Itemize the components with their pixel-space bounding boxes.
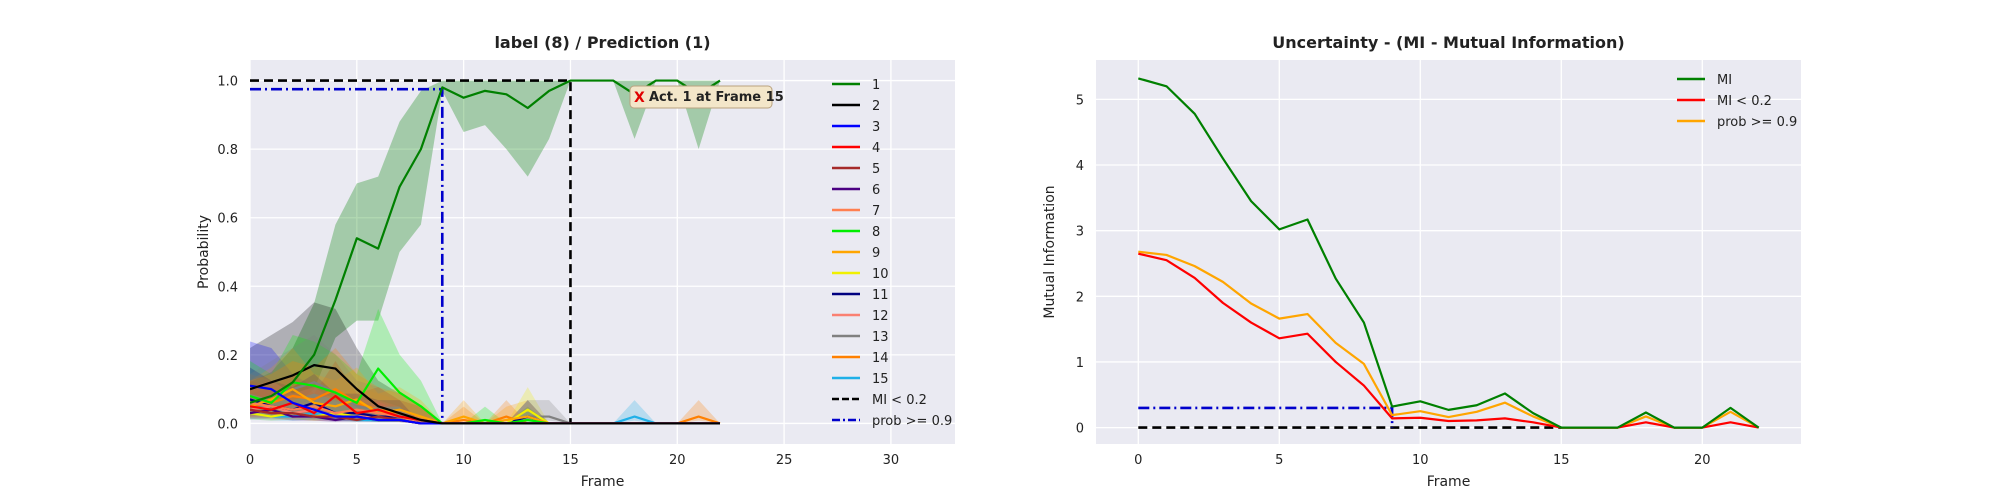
series-11-band bbox=[250, 367, 720, 424]
series-9-band bbox=[250, 348, 720, 424]
y-tick-label: 2 bbox=[1076, 290, 1084, 305]
y-tick-label: 1.0 bbox=[217, 75, 238, 90]
x-tick-label: 10 bbox=[1412, 453, 1429, 468]
legend-label: 12 bbox=[872, 309, 889, 324]
series-prob >= 0.9-line bbox=[1138, 250, 1760, 429]
plot-area bbox=[1096, 60, 1801, 444]
x-tick-label: 20 bbox=[669, 453, 686, 468]
x-tick-label: 10 bbox=[455, 453, 472, 468]
legend-label: prob >= 0.9 bbox=[872, 414, 952, 429]
x-tick-label: 25 bbox=[776, 453, 793, 468]
series-13-band bbox=[250, 334, 720, 424]
y-axis-label: Probability bbox=[196, 215, 212, 289]
y-tick-label: 1 bbox=[1076, 356, 1084, 371]
legend-label: 5 bbox=[872, 162, 880, 177]
y-tick-label: 0.2 bbox=[217, 349, 238, 364]
series-2-line bbox=[250, 364, 720, 425]
annotation-marker: X bbox=[634, 90, 645, 106]
legend-label: 14 bbox=[872, 351, 889, 366]
chart-title: Uncertainty - (MI - Mutual Information) bbox=[1272, 33, 1624, 52]
x-tick-label: 0 bbox=[246, 453, 254, 468]
x-axis-label: Frame bbox=[581, 474, 625, 490]
y-axis-label: Mutual Information bbox=[1042, 185, 1058, 318]
legend-label: MI bbox=[1717, 73, 1732, 88]
legend-label: 2 bbox=[872, 99, 880, 114]
legend-label: 1 bbox=[872, 78, 880, 93]
legend-label: 9 bbox=[872, 246, 880, 261]
plot-marks bbox=[1138, 77, 1760, 429]
x-tick-label: 15 bbox=[562, 453, 579, 468]
y-tick-label: 5 bbox=[1076, 93, 1084, 108]
legend-label: 10 bbox=[872, 267, 889, 282]
legend-label: MI < 0.2 bbox=[1717, 94, 1772, 109]
legend-label: 13 bbox=[872, 330, 889, 345]
x-tick-label: 5 bbox=[1275, 453, 1283, 468]
y-tick-label: 0.6 bbox=[217, 212, 238, 227]
series-2-band bbox=[250, 302, 720, 424]
legend-label: 7 bbox=[872, 204, 880, 219]
y-tick-label: 3 bbox=[1076, 225, 1084, 240]
annotation-text: Act. 1 at Frame 15 bbox=[649, 90, 784, 105]
x-axis-label: Frame bbox=[1427, 474, 1471, 490]
series-14-band bbox=[250, 348, 720, 424]
mutual-information-chart: 0 5 10 15 20 0 1 2 3 4 5 Uncertainty - (MI - Mutual… bbox=[1042, 33, 1801, 490]
legend-label: 3 bbox=[872, 120, 880, 135]
y-tick-label: 0 bbox=[1076, 422, 1084, 437]
reference-line-1 bbox=[1138, 406, 1394, 428]
series-12-band bbox=[250, 380, 720, 424]
series-MI < 0.2-line bbox=[1138, 252, 1759, 429]
annotation-box bbox=[629, 85, 773, 109]
legend-label: 15 bbox=[872, 372, 889, 387]
x-tick-label: 0 bbox=[1134, 453, 1142, 468]
chart-title: label (8) / Prediction (1) bbox=[494, 33, 710, 52]
reference-line-0 bbox=[250, 79, 572, 424]
x-tick-label: 5 bbox=[353, 453, 361, 468]
x-tick-label: 30 bbox=[883, 453, 900, 468]
x-tick-label: 15 bbox=[1553, 453, 1570, 468]
y-tick-label: 0.4 bbox=[217, 280, 238, 295]
series-8-band bbox=[250, 308, 720, 424]
legend-label: 11 bbox=[872, 288, 889, 303]
legend-label: 6 bbox=[872, 183, 880, 198]
y-tick-label: 4 bbox=[1076, 159, 1084, 174]
annotation: X Act. 1 at Frame 15 bbox=[629, 85, 784, 109]
legend-label: prob >= 0.9 bbox=[1717, 115, 1797, 130]
y-tick-label: 0.8 bbox=[217, 143, 238, 158]
legend: MI MI < 0.2 prob >= 0.9 bbox=[1677, 73, 1797, 130]
legend-label: MI < 0.2 bbox=[872, 393, 927, 408]
x-tick-label: 20 bbox=[1694, 453, 1711, 468]
legend-label: 8 bbox=[872, 225, 880, 240]
series-MI-line bbox=[1138, 77, 1760, 429]
legend-label: 4 bbox=[872, 141, 880, 156]
y-tick-label: 0.0 bbox=[217, 417, 238, 432]
